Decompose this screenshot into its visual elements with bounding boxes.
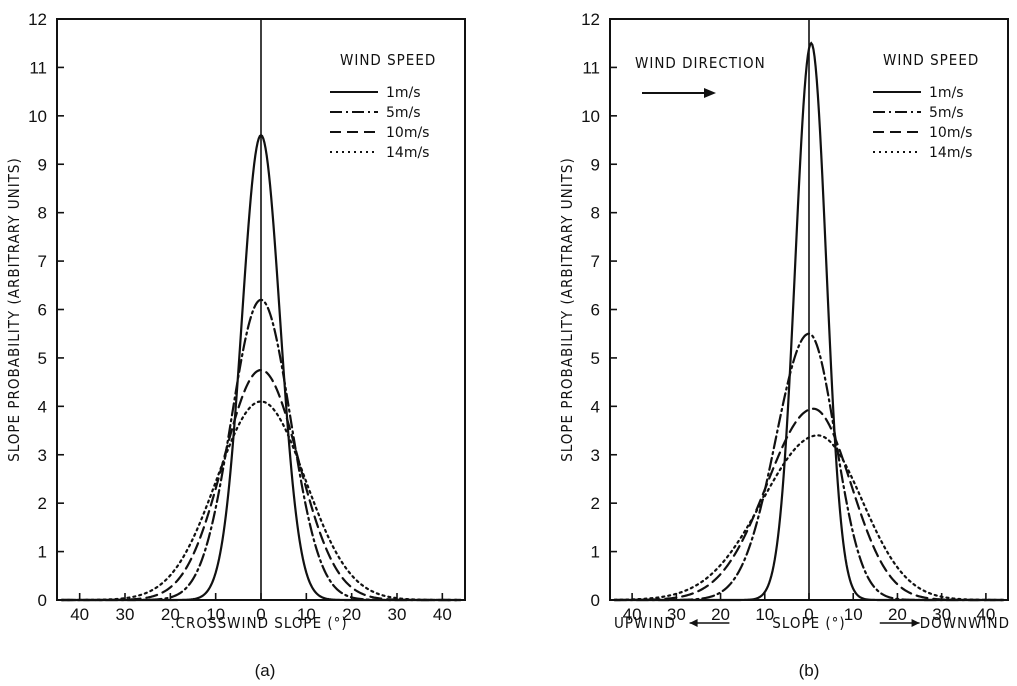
wind-direction-label: WIND DIRECTION	[635, 54, 766, 72]
y-tick-label: 8	[38, 204, 47, 223]
series-line	[60, 400, 462, 602]
legend-title: WIND SPEED	[883, 51, 979, 69]
x-tick-label: 30	[388, 605, 407, 624]
legend-title: WIND SPEED	[340, 51, 436, 69]
x-tick-label: 20	[888, 605, 907, 624]
y-tick-label: 7	[591, 252, 600, 271]
x-tick-label: 40	[976, 605, 995, 624]
legend-label: 14m/s	[386, 145, 429, 161]
x-tick-label: 10	[844, 605, 863, 624]
y-tick-label: 2	[38, 494, 47, 513]
y-tick-label: 12	[581, 10, 600, 29]
y-axis-label: SLOPE PROBABILITY (ARBITRARY UNITS)	[5, 157, 23, 462]
x-tick-label: 30	[932, 605, 951, 624]
x-axis-label: SLOPE (°)	[772, 614, 845, 632]
y-tick-label: 9	[591, 155, 600, 174]
y-tick-label: 6	[591, 301, 600, 320]
y-tick-label: 11	[582, 58, 600, 77]
downwind-label: DOWNWIND	[920, 614, 1010, 632]
x-tick-label: 10	[297, 605, 316, 624]
downwind-arrow-head	[911, 619, 920, 627]
y-tick-label: 10	[581, 107, 600, 126]
y-tick-label: 5	[591, 349, 600, 368]
x-tick-label: 10	[206, 605, 225, 624]
y-tick-label: 0	[591, 591, 600, 610]
x-tick-label: 30	[116, 605, 135, 624]
x-tick-label: 40	[433, 605, 452, 624]
series-line	[613, 434, 1005, 602]
y-tick-label: 12	[28, 10, 47, 29]
x-tick-label: 40	[70, 605, 89, 624]
x-tick-label: 10	[755, 605, 774, 624]
series-line	[60, 368, 462, 602]
legend-label: 10m/s	[929, 125, 972, 141]
legend-label: 1m/s	[929, 85, 964, 101]
y-tick-label: 11	[29, 58, 47, 77]
y-tick-label: 7	[38, 252, 47, 271]
x-tick-label: 20	[711, 605, 730, 624]
x-tick-label: 30	[667, 605, 686, 624]
x-axis-label: .CROSSWIND SLOPE (°)	[170, 614, 347, 632]
y-tick-label: 1	[38, 543, 47, 562]
x-tick-label: 40	[623, 605, 642, 624]
wind-direction-arrow-head	[704, 88, 716, 98]
legend-label: 5m/s	[929, 105, 964, 121]
legend-label: 1m/s	[386, 85, 421, 101]
upwind-label: UPWIND	[614, 614, 676, 632]
legend-label: 5m/s	[386, 105, 421, 121]
x-tick-label: 0	[256, 605, 265, 624]
y-tick-label: 3	[38, 446, 47, 465]
panel-caption: (b)	[799, 661, 820, 680]
y-tick-label: 5	[38, 349, 47, 368]
y-tick-label: 10	[28, 107, 47, 126]
panel-caption: (a)	[255, 661, 276, 680]
upwind-arrow-head	[689, 619, 698, 627]
legend-label: 14m/s	[929, 145, 972, 161]
y-tick-label: 1	[591, 543, 600, 562]
y-tick-label: 9	[38, 155, 47, 174]
y-tick-label: 3	[591, 446, 600, 465]
y-axis-label: SLOPE PROBABILITY (ARBITRARY UNITS)	[558, 157, 576, 462]
x-tick-label: 20	[342, 605, 361, 624]
series-line	[613, 407, 1005, 602]
y-tick-label: 8	[591, 204, 600, 223]
y-tick-label: 4	[38, 397, 47, 416]
y-tick-label: 6	[38, 301, 47, 320]
legend-label: 10m/s	[386, 125, 429, 141]
series-line	[613, 332, 1005, 602]
y-tick-label: 0	[38, 591, 47, 610]
x-tick-label: 0	[804, 605, 813, 624]
x-tick-label: 20	[161, 605, 180, 624]
y-tick-label: 4	[591, 397, 600, 416]
y-tick-label: 2	[591, 494, 600, 513]
